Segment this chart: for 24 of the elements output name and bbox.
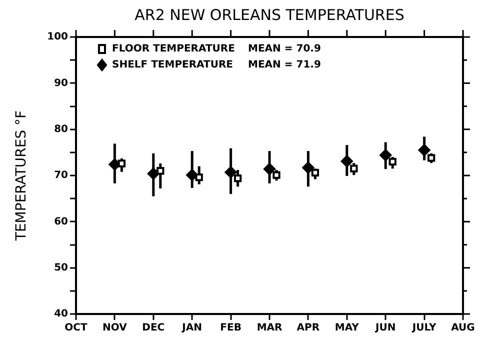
- x-tick-label: AUG: [451, 322, 475, 334]
- y-tick-label: 40: [54, 308, 68, 320]
- y-tick-label: 80: [54, 124, 68, 135]
- x-tick-label: JULY: [411, 322, 437, 334]
- x-tick-label: FEB: [220, 322, 242, 334]
- legend-label: FLOOR TEMPERATURE: [112, 44, 236, 55]
- x-tick-label: NOV: [102, 322, 128, 334]
- chart-title: AR2 NEW ORLEANS TEMPERATURES: [134, 6, 404, 24]
- x-tick-label: APR: [296, 322, 320, 334]
- y-tick-label: 100: [47, 32, 68, 43]
- y-tick-label: 50: [54, 262, 68, 274]
- x-tick-label: MAY: [334, 322, 360, 334]
- x-tick-label: MAR: [256, 322, 282, 334]
- y-axis-title: TEMPERATURES °F: [14, 110, 30, 242]
- x-tick-label: DEC: [142, 322, 165, 334]
- x-tick-label: JAN: [181, 322, 202, 334]
- y-tick-label: 90: [54, 78, 68, 89]
- annotation: MEAN = 71.9: [248, 60, 321, 71]
- x-tick-label: JUN: [374, 322, 396, 334]
- x-tick-label: OCT: [64, 322, 88, 334]
- legend-label: SHELF TEMPERATURE: [112, 60, 234, 71]
- y-tick-label: 60: [54, 216, 68, 228]
- annotation: MEAN = 70.9: [248, 44, 321, 55]
- y-tick-label: 70: [54, 170, 68, 182]
